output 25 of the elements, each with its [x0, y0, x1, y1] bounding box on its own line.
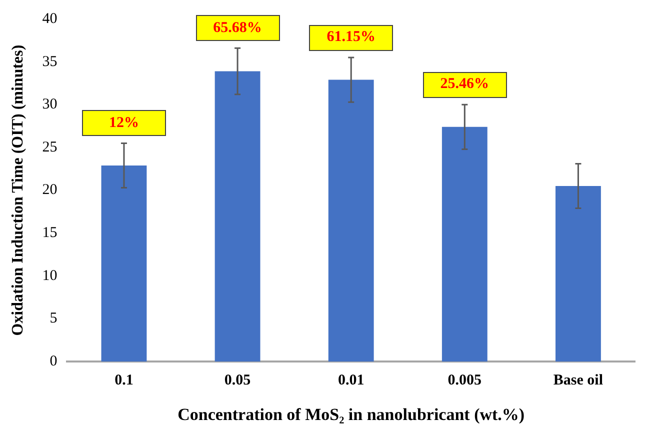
y-tick-label: 35	[42, 54, 58, 70]
y-tick-label: 0	[50, 354, 58, 370]
callout-box: 12%	[82, 110, 166, 136]
x-axis-title: Concentration of MoS₂ in nanolubricant (wt.%)	[178, 405, 525, 424]
bar	[101, 165, 147, 362]
callout-box: 65.68%	[196, 15, 280, 42]
x-tick-label: 0.05	[224, 372, 251, 388]
bar	[214, 71, 260, 362]
bar	[556, 186, 601, 362]
x-tick-label: 0.01	[338, 372, 364, 388]
y-tick-label: 40	[42, 10, 58, 27]
y-tick-label: 15	[42, 225, 58, 242]
x-tick-label: Base oil	[553, 372, 604, 388]
bar	[328, 80, 374, 362]
y-tick-label: 25	[42, 139, 58, 156]
y-tick-label: 10	[42, 268, 58, 284]
callout-box: 25.46%	[422, 72, 507, 98]
callout-box: 61.15%	[309, 24, 394, 51]
x-tick-label: 0.005	[448, 372, 482, 388]
y-tick-label: 5	[50, 310, 58, 327]
y-tick-label: 20	[42, 182, 58, 198]
y-axis-title: Oxidation Induction Time (OIT) (minutes)	[10, 44, 27, 336]
y-tick-label: 30	[42, 96, 58, 113]
x-tick-label: 0.1	[114, 372, 134, 388]
bar	[442, 126, 488, 362]
